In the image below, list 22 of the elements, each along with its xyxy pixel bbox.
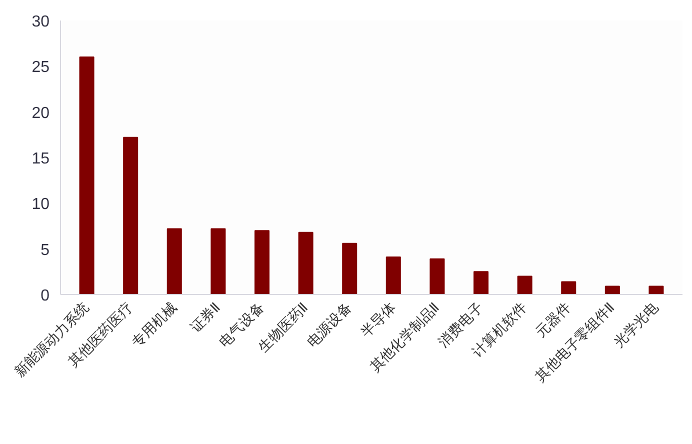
y-tick-label: 5 — [40, 242, 50, 259]
y-tick-label: 10 — [32, 196, 50, 214]
y-tick-label: 25 — [32, 59, 50, 76]
bar — [474, 271, 489, 294]
bar — [254, 230, 270, 294]
bar — [430, 258, 445, 294]
bar — [648, 286, 664, 294]
bar — [561, 281, 576, 294]
bar — [342, 242, 358, 294]
x-tick-label: 证券Ⅱ — [188, 300, 224, 336]
bar — [123, 136, 138, 294]
bar — [210, 228, 226, 294]
bar — [166, 228, 182, 294]
bar — [386, 256, 401, 294]
bar — [298, 232, 314, 294]
y-tick-label: 30 — [32, 14, 50, 30]
y-tick-label: 15 — [32, 150, 50, 168]
bar — [517, 276, 532, 294]
y-tick-label: 0 — [40, 288, 50, 304]
bar — [79, 56, 94, 294]
bar — [604, 286, 620, 294]
y-tick-label: 20 — [32, 104, 50, 122]
